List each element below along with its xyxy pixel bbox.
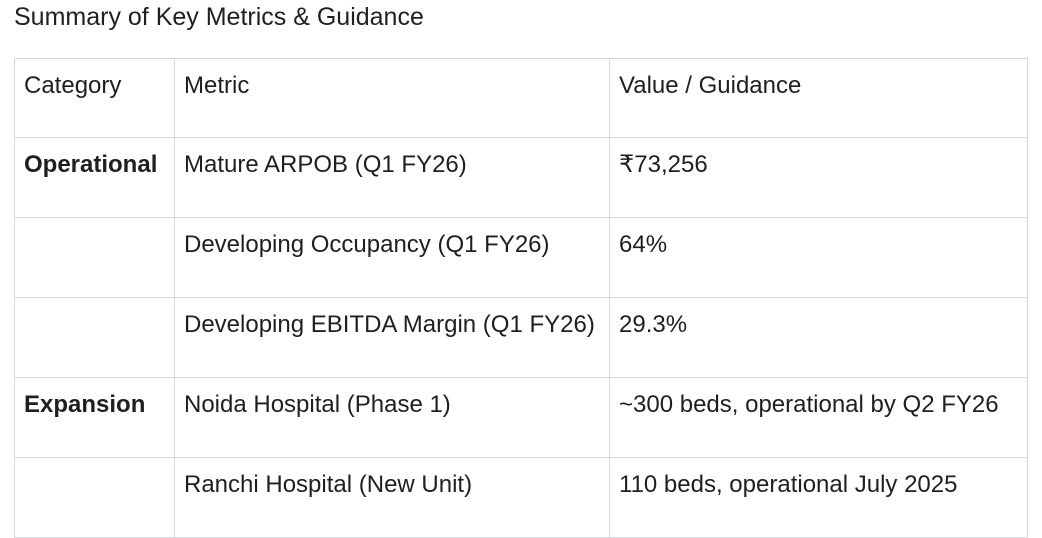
category-cell: [14, 297, 175, 378]
metric-cell: Mature ARPOB (Q1 FY26): [174, 137, 610, 218]
metric-cell: Developing EBITDA Margin (Q1 FY26): [174, 297, 610, 378]
header-cell-metric: Metric: [174, 58, 610, 138]
category-cell: Operational: [14, 137, 175, 218]
header-row: Category Metric Value / Guidance: [14, 58, 1028, 138]
table-row: Developing EBITDA Margin (Q1 FY26) 29.3%: [14, 297, 1028, 378]
value-cell: 64%: [609, 217, 1028, 298]
table-row: Ranchi Hospital (New Unit) 110 beds, ope…: [14, 457, 1028, 538]
header-cell-value: Value / Guidance: [609, 58, 1028, 138]
table-row: Operational Mature ARPOB (Q1 FY26) ₹73,2…: [14, 137, 1028, 218]
metric-cell: Ranchi Hospital (New Unit): [174, 457, 610, 538]
table-row: Expansion Noida Hospital (Phase 1) ~300 …: [14, 377, 1028, 458]
metrics-table: Category Metric Value / Guidance Operati…: [14, 58, 1028, 538]
header-cell-category: Category: [14, 58, 175, 138]
value-cell: ~300 beds, operational by Q2 FY26: [609, 377, 1028, 458]
metric-cell: Developing Occupancy (Q1 FY26): [174, 217, 610, 298]
table-row: Developing Occupancy (Q1 FY26) 64%: [14, 217, 1028, 298]
metric-cell: Noida Hospital (Phase 1): [174, 377, 610, 458]
value-cell: 110 beds, operational July 2025: [609, 457, 1028, 538]
category-cell: [14, 457, 175, 538]
value-cell: ₹73,256: [609, 137, 1028, 218]
document-title: Summary of Key Metrics & Guidance: [14, 3, 424, 31]
value-cell: 29.3%: [609, 297, 1028, 378]
category-cell: [14, 217, 175, 298]
category-cell: Expansion: [14, 377, 175, 458]
